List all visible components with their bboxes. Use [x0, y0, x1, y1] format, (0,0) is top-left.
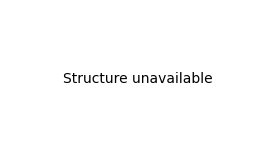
Text: Structure unavailable: Structure unavailable	[62, 72, 212, 86]
